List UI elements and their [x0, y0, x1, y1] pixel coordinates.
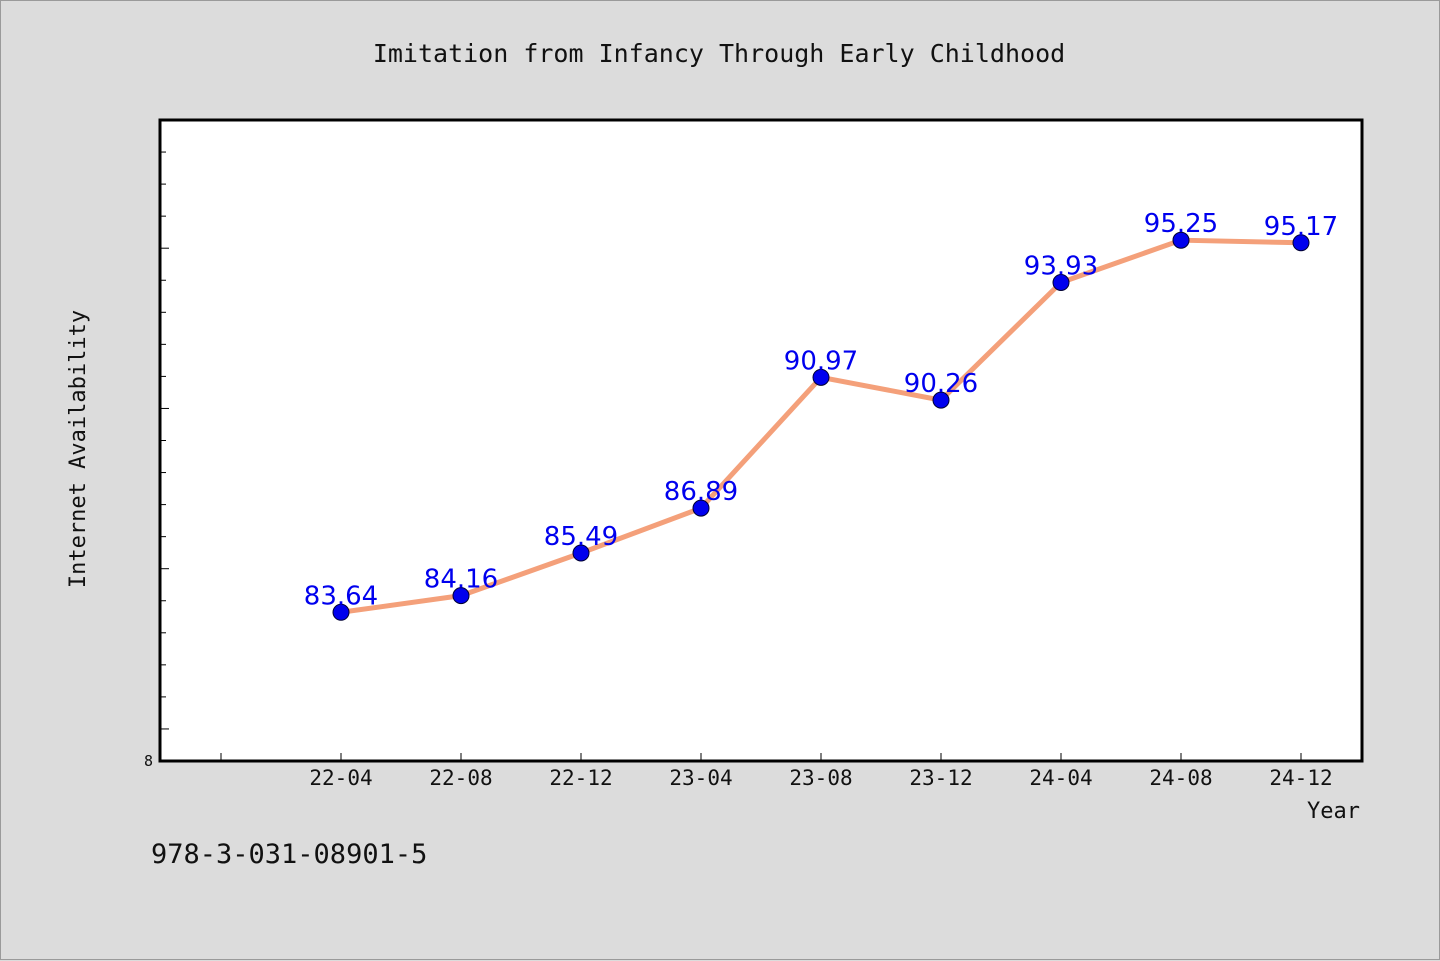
y-tick-label: 8 [144, 752, 153, 770]
data-point [692, 499, 710, 517]
data-point [932, 391, 950, 409]
y-axis-label: Internet Availability [66, 310, 91, 588]
footer-text: 978-3-031-08901-5 [151, 839, 427, 870]
x-tick-label: 22-08 [429, 766, 492, 790]
data-label: 85.49 [544, 522, 618, 552]
data-label: 93.93 [1024, 251, 1098, 281]
data-point [452, 587, 470, 605]
y-axis-ticks [160, 151, 169, 730]
data-label: 95.17 [1264, 212, 1338, 242]
data-point [812, 368, 830, 386]
x-tick-label: 24-12 [1269, 766, 1332, 790]
x-tick-label: 24-04 [1029, 766, 1092, 790]
series-layer: 83.64 84.16 85.49 86.89 90.97 90.26 93.93 95.25… [304, 209, 1338, 621]
data-point [1052, 273, 1070, 291]
data-label: 90.97 [784, 346, 858, 376]
x-axis-ticks: 22-04 22-08 22-12 23-04 23-08 23-12 24-04 24-08… [220, 753, 1333, 790]
x-tick-label: 24-08 [1149, 766, 1212, 790]
data-point [572, 544, 590, 562]
x-axis-label: Year [1307, 799, 1360, 824]
data-label: 95.25 [1144, 209, 1218, 239]
data-label: 90.26 [904, 369, 978, 399]
data-point [1292, 234, 1310, 252]
x-tick-label: 23-08 [789, 766, 852, 790]
x-tick-label: 22-04 [309, 766, 372, 790]
data-label: 83.64 [304, 581, 378, 611]
data-point [1172, 231, 1190, 249]
data-label: 84.16 [424, 565, 498, 595]
x-tick-label: 22-12 [549, 766, 612, 790]
x-tick-label: 23-12 [909, 766, 972, 790]
chart-title: Imitation from Infancy Through Early Chi… [373, 39, 1065, 68]
x-tick-label: 23-04 [669, 766, 732, 790]
data-label: 86.89 [664, 477, 738, 507]
data-point [332, 603, 350, 621]
